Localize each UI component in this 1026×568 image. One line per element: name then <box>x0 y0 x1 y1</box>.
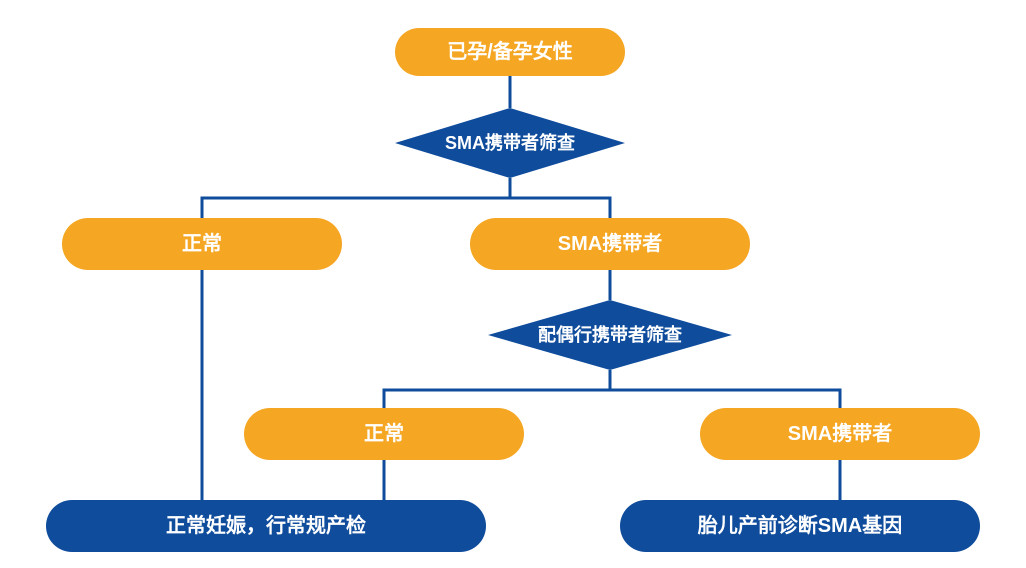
node-start: 已孕/备孕女性 <box>395 28 625 76</box>
node-label-carrier2: SMA携带者 <box>788 421 892 445</box>
node-label-decision1: SMA携带者筛查 <box>445 132 575 153</box>
node-label-decision2: 配偶行携带者筛查 <box>538 324 682 345</box>
node-label-carrier1: SMA携带者 <box>558 231 662 255</box>
node-label-normal2: 正常 <box>364 422 404 445</box>
node-normal1: 正常 <box>62 218 342 270</box>
node-label-start: 已孕/备孕女性 <box>447 39 573 63</box>
node-outcome-diagnose: 胎儿产前诊断SMA基因 <box>620 500 980 552</box>
node-label-normal1: 正常 <box>182 232 222 255</box>
node-carrier1: SMA携带者 <box>470 218 750 270</box>
node-label-outcome-diagnose: 胎儿产前诊断SMA基因 <box>697 513 902 537</box>
node-normal2: 正常 <box>244 408 524 460</box>
node-label-outcome-normal: 正常妊娠，行常规产检 <box>166 513 366 537</box>
flowchart-canvas: 已孕/备孕女性SMA携带者筛查正常SMA携带者配偶行携带者筛查正常SMA携带者正… <box>0 0 1026 568</box>
node-carrier2: SMA携带者 <box>700 408 980 460</box>
node-outcome-normal: 正常妊娠，行常规产检 <box>46 500 486 552</box>
